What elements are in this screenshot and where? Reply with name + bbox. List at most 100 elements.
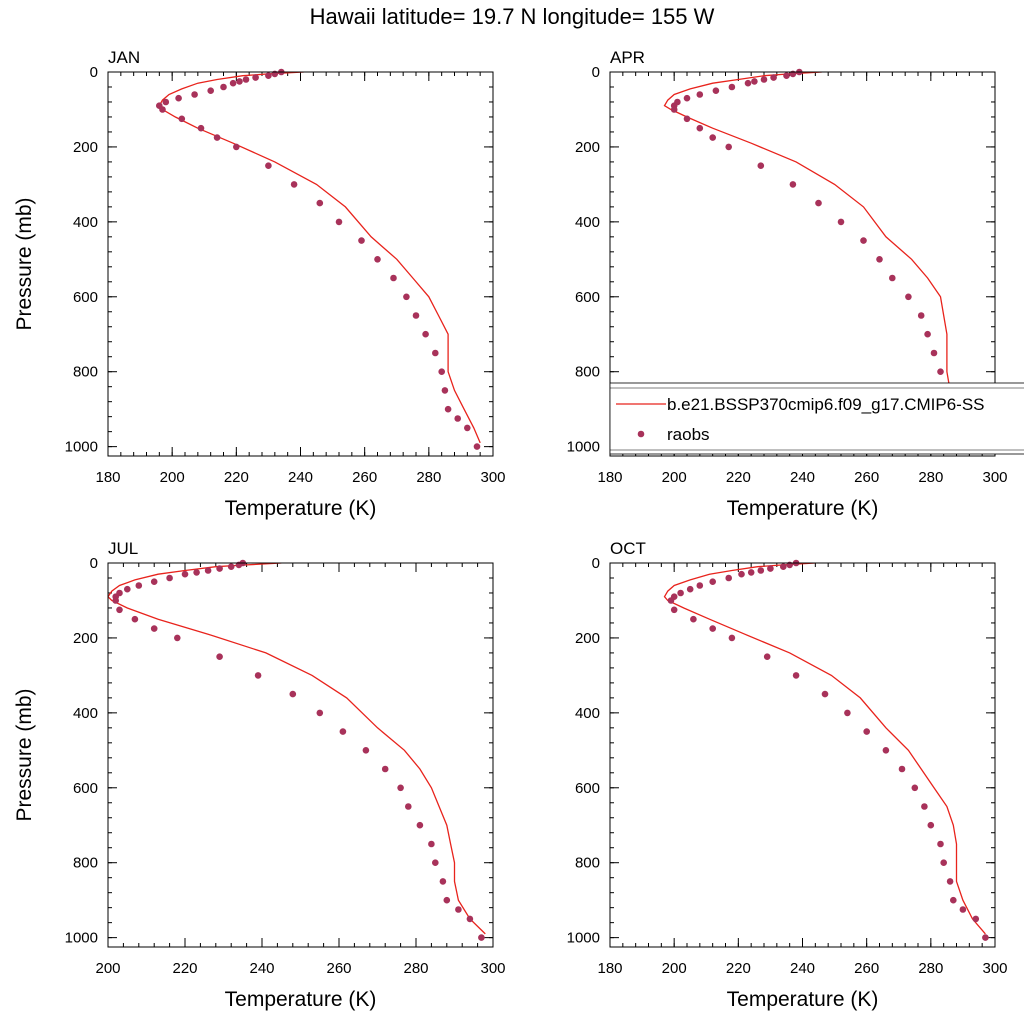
- y-tick-label: 600: [73, 780, 98, 797]
- raobs-point: [265, 162, 272, 169]
- raobs-point: [397, 784, 404, 792]
- raobs-point: [927, 821, 935, 829]
- raobs-point: [316, 199, 324, 207]
- raobs-point: [412, 312, 420, 319]
- figure-title: Hawaii latitude= 19.7 N longitude= 155 W: [309, 4, 715, 29]
- x-tick-label: 180: [95, 469, 120, 486]
- plot-frame: [609, 562, 996, 948]
- raobs-point: [265, 72, 272, 79]
- raobs-point: [972, 915, 980, 923]
- x-tick-label: 220: [224, 469, 249, 486]
- raobs-point: [254, 672, 262, 679]
- raobs-point: [725, 143, 732, 151]
- x-tick-label: 260: [854, 469, 879, 486]
- x-tick-label: 220: [726, 469, 751, 486]
- x-tick-label: 300: [982, 469, 1007, 486]
- raobs-point: [289, 690, 297, 698]
- y-tick-label: 400: [575, 705, 600, 722]
- x-tick-label: 300: [982, 960, 1007, 977]
- raobs-point: [876, 255, 883, 263]
- y-tick-label: 600: [575, 289, 600, 306]
- raobs-point: [339, 728, 347, 735]
- raobs-point: [728, 83, 736, 91]
- raobs-point: [473, 443, 481, 450]
- raobs-point: [917, 312, 925, 319]
- raobs-point: [116, 606, 123, 614]
- x-axis-label: Temperature (K): [727, 497, 879, 520]
- y-tick-label: 0: [90, 555, 98, 572]
- raobs-point: [780, 563, 787, 570]
- raobs-point: [757, 567, 765, 574]
- y-tick-label: 200: [575, 139, 600, 156]
- raobs-point: [432, 859, 439, 866]
- raobs-point: [863, 728, 870, 735]
- x-tick-label: 260: [352, 469, 377, 486]
- raobs-point: [763, 653, 771, 660]
- x-tick-label: 280: [918, 469, 943, 486]
- y-tick-label: 0: [592, 555, 600, 572]
- raobs-point: [747, 569, 755, 576]
- panel-title: OCT: [610, 539, 646, 558]
- raobs-point: [135, 582, 143, 589]
- raobs-point: [670, 606, 678, 614]
- raobs-point: [390, 274, 397, 282]
- raobs-point: [478, 934, 485, 941]
- raobs-point: [946, 878, 954, 885]
- y-tick-label: 1000: [65, 439, 98, 456]
- raobs-point: [924, 330, 931, 338]
- raobs-point: [898, 765, 906, 773]
- panel-title: JUL: [108, 539, 138, 558]
- raobs-point: [181, 570, 189, 578]
- raobs-point: [466, 915, 474, 923]
- raobs-point: [728, 634, 736, 642]
- y-tick-label: 800: [575, 364, 600, 381]
- raobs-point: [667, 597, 675, 604]
- raobs-point: [150, 578, 158, 585]
- x-tick-label: 280: [403, 960, 428, 977]
- raobs-point: [454, 415, 462, 422]
- raobs-point: [207, 87, 214, 94]
- raobs-point: [455, 906, 462, 913]
- raobs-point: [905, 293, 912, 301]
- raobs-point: [844, 709, 851, 717]
- raobs-point: [937, 840, 944, 848]
- y-tick-label: 200: [73, 139, 98, 156]
- plot-frame: [107, 71, 494, 457]
- x-tick-label: 240: [790, 960, 815, 977]
- y-axis-label: Pressure (mb): [13, 197, 36, 330]
- raobs-point: [821, 690, 829, 698]
- raobs-point: [216, 653, 223, 660]
- raobs-point: [428, 840, 435, 848]
- y-tick-label: 400: [73, 214, 98, 231]
- raobs-point: [930, 349, 938, 357]
- legend-box: [609, 382, 1024, 455]
- raobs-point: [921, 803, 928, 810]
- raobs-point: [174, 634, 181, 642]
- raobs-point: [783, 72, 790, 79]
- raobs-point: [464, 424, 471, 432]
- x-axis-label: Temperature (K): [225, 988, 377, 1011]
- raobs-point: [227, 563, 235, 570]
- raobs-point: [760, 76, 768, 83]
- raobs-point: [696, 124, 704, 132]
- raobs-point: [405, 803, 412, 810]
- x-tick-label: 240: [249, 960, 274, 977]
- raobs-point: [696, 91, 704, 98]
- raobs-point: [789, 181, 797, 188]
- raobs-point: [178, 115, 186, 123]
- raobs-point: [191, 91, 198, 98]
- raobs-point: [937, 368, 944, 376]
- raobs-point: [162, 98, 170, 106]
- raobs-point: [358, 237, 365, 244]
- legend-model-label: b.e21.BSSP370cmip6.f09_g17.CMIP6-SS: [667, 395, 985, 414]
- raobs-point: [677, 589, 684, 597]
- y-tick-label: 800: [73, 855, 98, 872]
- raobs-point: [166, 574, 173, 582]
- raobs-point: [416, 821, 424, 829]
- raobs-point: [150, 625, 158, 632]
- x-tick-label: 200: [662, 469, 687, 486]
- raobs-point: [213, 134, 221, 141]
- raobs-point: [290, 181, 298, 188]
- raobs-point: [770, 74, 777, 81]
- raobs-point: [696, 582, 704, 589]
